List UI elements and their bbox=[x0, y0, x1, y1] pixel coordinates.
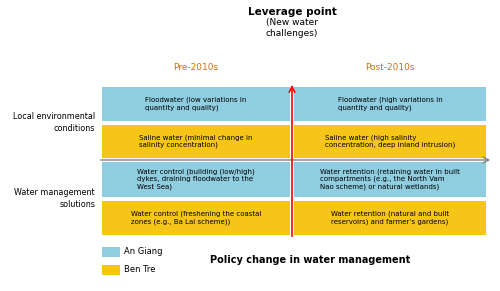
Text: Water retention (retaining water in built
compartments (e.g., the North Vam
Nao : Water retention (retaining water in buil… bbox=[320, 168, 460, 190]
Bar bbox=[102, 200, 290, 235]
Text: Water management
solutions: Water management solutions bbox=[14, 189, 95, 209]
Bar bbox=[294, 125, 486, 158]
Text: Saline water (high salinity
concentration, deep inland intrusion): Saline water (high salinity concentratio… bbox=[325, 134, 455, 148]
Text: Leverage point: Leverage point bbox=[248, 7, 336, 17]
Text: Local environmental
conditions: Local environmental conditions bbox=[13, 112, 95, 132]
Text: (New water
challenges): (New water challenges) bbox=[266, 18, 318, 38]
Text: Post-2010s: Post-2010s bbox=[365, 63, 415, 72]
Text: Saline water (minimal change in
salinity concentration): Saline water (minimal change in salinity… bbox=[139, 134, 253, 148]
Text: Floodwater (low variations in
quantity and quality): Floodwater (low variations in quantity a… bbox=[146, 97, 246, 111]
Bar bbox=[102, 162, 290, 196]
Text: Water control (building (low/high)
dykes, draining floodwater to the
West Sea): Water control (building (low/high) dykes… bbox=[137, 168, 255, 190]
Text: An Giang: An Giang bbox=[124, 248, 162, 256]
Bar bbox=[102, 87, 290, 120]
Bar bbox=[294, 200, 486, 235]
Bar bbox=[102, 247, 120, 257]
Text: Floodwater (high variations in
quantity and quality): Floodwater (high variations in quantity … bbox=[338, 97, 442, 111]
Text: Water control (freshening the coastal
zones (e.g., Ba Lai scheme)): Water control (freshening the coastal zo… bbox=[131, 211, 261, 225]
Bar bbox=[294, 87, 486, 120]
Text: Policy change in water management: Policy change in water management bbox=[210, 255, 410, 265]
Text: Water retention (natural and built
reservoirs) and farmer’s gardens): Water retention (natural and built reser… bbox=[331, 211, 449, 225]
Bar bbox=[294, 162, 486, 196]
Text: Ben Tre: Ben Tre bbox=[124, 265, 156, 274]
Text: Pre-2010s: Pre-2010s bbox=[174, 63, 218, 72]
Bar bbox=[102, 125, 290, 158]
Bar bbox=[102, 265, 120, 275]
